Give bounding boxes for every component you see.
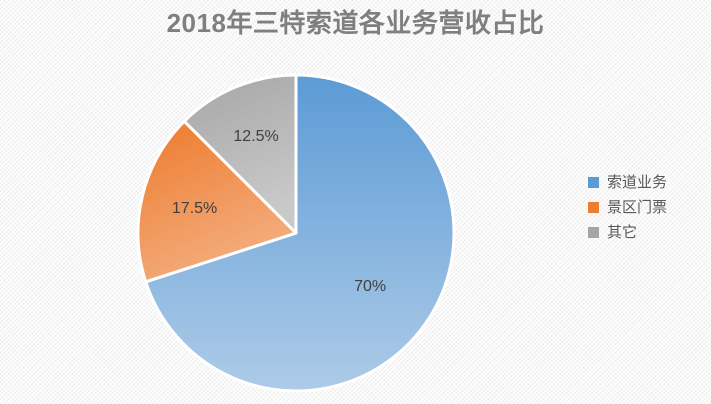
- legend-label-jingqumenpiao: 景区门票: [607, 199, 668, 216]
- pie-slice-label: 12.5%: [233, 128, 278, 145]
- chart-legend: 索道业务 景区门票 其它: [588, 170, 703, 245]
- pie-chart: 70% 17.5% 12.5%: [136, 73, 456, 393]
- chart-title: 2018年三特索道各业务营收占比: [166, 8, 545, 38]
- pie-slice-labels: 70% 17.5% 12.5%: [172, 128, 386, 295]
- legend-item-qita[interactable]: 其它: [588, 220, 703, 245]
- legend-label-suodaoyewu: 索道业务: [607, 174, 668, 191]
- legend-label-qita: 其它: [607, 224, 638, 241]
- legend-swatch-blue: [588, 177, 599, 188]
- pie-slice[interactable]: [182, 73, 298, 235]
- legend-item-suodaoyewu[interactable]: 索道业务: [588, 170, 703, 195]
- pie-slice-label: 70%: [354, 278, 386, 295]
- legend-swatch-orange: [588, 202, 599, 213]
- pie-slices: [136, 73, 456, 393]
- legend-item-jingqumenpiao[interactable]: 景区门票: [588, 195, 703, 220]
- legend-swatch-gray: [588, 227, 599, 238]
- pie-slice[interactable]: [144, 73, 456, 393]
- pie-slice[interactable]: [136, 119, 298, 284]
- pie-svg: 70% 17.5% 12.5%: [136, 73, 456, 393]
- pie-slice-label: 17.5%: [172, 200, 217, 217]
